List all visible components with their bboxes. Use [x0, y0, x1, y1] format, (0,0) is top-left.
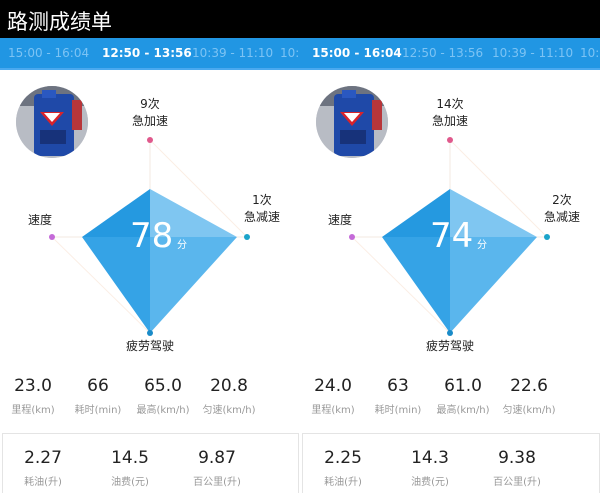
time-tab-bar[interactable]: 15:00 - 16:04 12:50 - 13:56 10:39 - 11:10 1…: [0, 38, 300, 70]
radar-area-bl: [82, 237, 150, 333]
radar-point: [244, 234, 250, 240]
score-unit: 分: [477, 240, 487, 251]
score-unit: 分: [177, 240, 187, 251]
page-title: 路测成绩单: [0, 0, 600, 38]
hard-brake-label: 1次 急减速: [243, 193, 280, 224]
time-tab[interactable]: 10:0: [580, 46, 600, 60]
fuel-box: [302, 433, 600, 493]
trip-stat: 61.0 最高(km/h): [436, 376, 490, 416]
radar-point: [349, 234, 355, 240]
radar-area-bl: [382, 237, 450, 333]
trip-stat: 23.0 里程(km): [11, 376, 55, 416]
report-panel: 9次 急加速 1次 急减速 速度 疲劳驾驶 78 分 23.0 里程(km) 66 耗时(m…: [0, 70, 300, 490]
time-tab[interactable]: 15:00 - 16:04: [312, 46, 402, 60]
time-tab[interactable]: 10:0: [280, 46, 300, 60]
radar-point: [447, 330, 453, 336]
time-tab-bar[interactable]: 15:00 - 16:04 12:50 - 13:56 10:39 - 11:10 1…: [300, 38, 600, 70]
radar-area-br: [150, 237, 237, 333]
radar-area-tl: [82, 189, 150, 237]
fuel-stat: 2.25 耗油(升): [324, 448, 362, 488]
radar-chart: [349, 137, 550, 336]
score-value: 74: [430, 216, 474, 256]
radar-area-tr: [150, 189, 237, 237]
radar-point: [544, 234, 550, 240]
speed-label: 速度: [27, 213, 52, 227]
radar-point: [147, 137, 153, 143]
fuel-stat: 9.38 百公里(升): [493, 448, 541, 488]
trip-stat: 24.0 里程(km): [311, 376, 355, 416]
time-tab[interactable]: 12:50 - 13:56: [102, 46, 192, 60]
fuel-box: [2, 433, 299, 493]
trip-stat: 22.6 匀速(km/h): [502, 376, 556, 416]
time-tab[interactable]: 15:00 - 16:04: [8, 46, 90, 60]
hard-brake-label: 2次 急减速: [543, 193, 580, 224]
fuel-stat: 2.27 耗油(升): [24, 448, 62, 488]
fuel-stat: 14.3 油费(元): [411, 448, 449, 488]
radar-area-br: [450, 237, 537, 333]
trip-stat: 66 耗时(min): [74, 376, 122, 416]
trip-stat: 65.0 最高(km/h): [136, 376, 190, 416]
report-panel: 14次 急加速 2次 急减速 速度 疲劳驾驶 74 分 24.0 里程(km) 63 耗时(…: [300, 70, 600, 490]
radar-point: [49, 234, 55, 240]
radar-area-tr: [450, 189, 537, 237]
trip-stat: 63 耗时(min): [374, 376, 422, 416]
score-value: 78: [130, 216, 174, 256]
avatar: [16, 86, 88, 158]
hard-accel-label: 9次 急加速: [131, 97, 168, 128]
fatigue-label: 疲劳驾驶: [425, 339, 474, 353]
hard-accel-label: 14次 急加速: [431, 97, 468, 128]
radar-point: [447, 137, 453, 143]
time-tab[interactable]: 12:50 - 13:56: [402, 46, 484, 60]
trip-stat: 20.8 匀速(km/h): [202, 376, 256, 416]
time-tab[interactable]: 10:39 - 11:10: [192, 46, 274, 60]
fatigue-label: 疲劳驾驶: [125, 339, 174, 353]
radar-point: [147, 330, 153, 336]
radar-chart: [49, 137, 250, 336]
speed-label: 速度: [327, 213, 352, 227]
fuel-stat: 9.87 百公里(升): [193, 448, 241, 488]
time-tab[interactable]: 10:39 - 11:10: [492, 46, 574, 60]
avatar: [316, 86, 388, 158]
radar-area-tl: [382, 189, 450, 237]
fuel-stat: 14.5 油费(元): [111, 448, 149, 488]
